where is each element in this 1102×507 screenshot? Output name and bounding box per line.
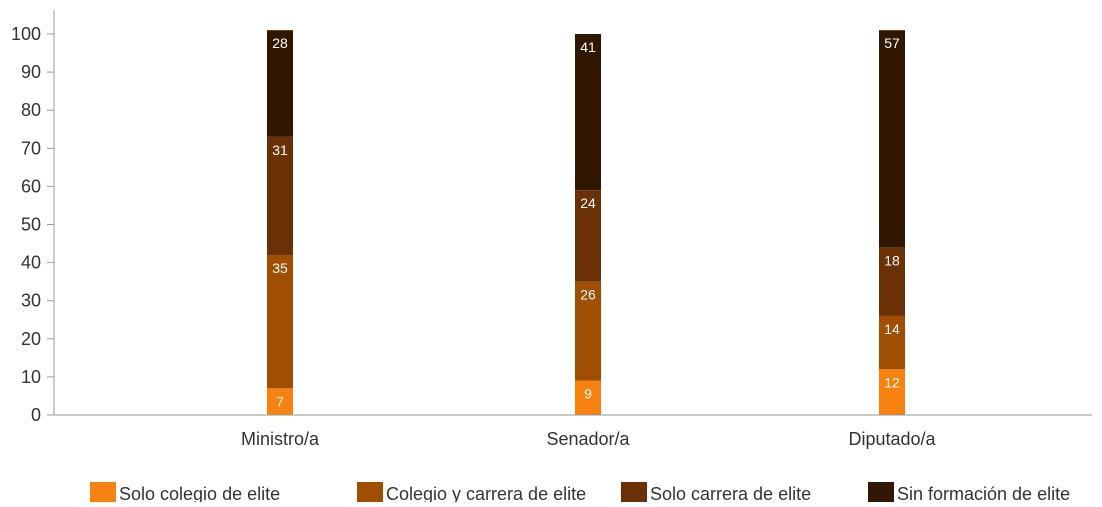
y-tick-label: 70	[21, 138, 41, 158]
y-tick-label: 50	[21, 215, 41, 235]
bar-value-label: 41	[580, 39, 596, 55]
bar-segment	[575, 380, 601, 415]
x-category-label: Diputado/a	[848, 429, 936, 449]
legend-label: Colegio y carrera de elite	[386, 484, 586, 502]
x-category-label: Senador/a	[546, 429, 630, 449]
bar-value-label: 12	[884, 374, 900, 390]
bar-value-label: 7	[276, 393, 284, 409]
x-category-label: Ministro/a	[241, 429, 320, 449]
y-tick-label: 0	[31, 405, 41, 425]
bar-value-label: 18	[884, 252, 900, 268]
y-tick-label: 90	[21, 62, 41, 82]
bar-segment	[879, 247, 905, 316]
legend-label: Sin formación de elite	[897, 484, 1070, 502]
bar-value-label: 9	[584, 386, 592, 402]
bar-segment	[879, 369, 905, 415]
y-tick-label: 10	[21, 367, 41, 387]
bar-segment	[575, 34, 601, 191]
legend-label: Solo colegio de elite	[119, 484, 280, 502]
bar-value-label: 31	[272, 142, 288, 158]
y-tick-label: 60	[21, 176, 41, 196]
legend-swatch	[90, 482, 116, 502]
bar-segment	[267, 254, 293, 389]
legend: Solo colegio de elite Colegio y carrera d…	[90, 482, 1070, 504]
bar-value-label: 24	[580, 195, 596, 211]
y-tick-label: 100	[11, 24, 41, 44]
bar-segment	[879, 315, 905, 370]
bar-segment	[575, 281, 601, 381]
legend-swatch	[357, 482, 383, 502]
y-axis: 0 10 20 30 40 50 60 70 80 90 100	[11, 10, 55, 425]
y-tick-label: 20	[21, 329, 41, 349]
bar-value-label: 26	[580, 287, 596, 303]
legend-label: Solo carrera de elite	[650, 484, 811, 502]
bar-value-label: 57	[884, 35, 900, 51]
plot-area: 7 35 31 28 9 26 24 41 12 14 18 57	[267, 30, 905, 415]
bar-segment	[267, 388, 293, 415]
bar-segment	[575, 190, 601, 282]
bar-value-label: 35	[272, 260, 288, 276]
legend-swatch	[621, 482, 647, 502]
bar-value-label: 14	[884, 321, 900, 337]
bar-segment	[267, 30, 293, 137]
y-tick-label: 30	[21, 291, 41, 311]
bar-segment	[879, 30, 905, 248]
bar-value-label: 28	[272, 35, 288, 51]
x-axis: Ministro/a Senador/a Diputado/a	[54, 414, 1092, 449]
y-tick-label: 80	[21, 100, 41, 120]
bar-segment	[267, 136, 293, 255]
legend-swatch	[868, 482, 894, 502]
y-tick-label: 40	[21, 253, 41, 273]
